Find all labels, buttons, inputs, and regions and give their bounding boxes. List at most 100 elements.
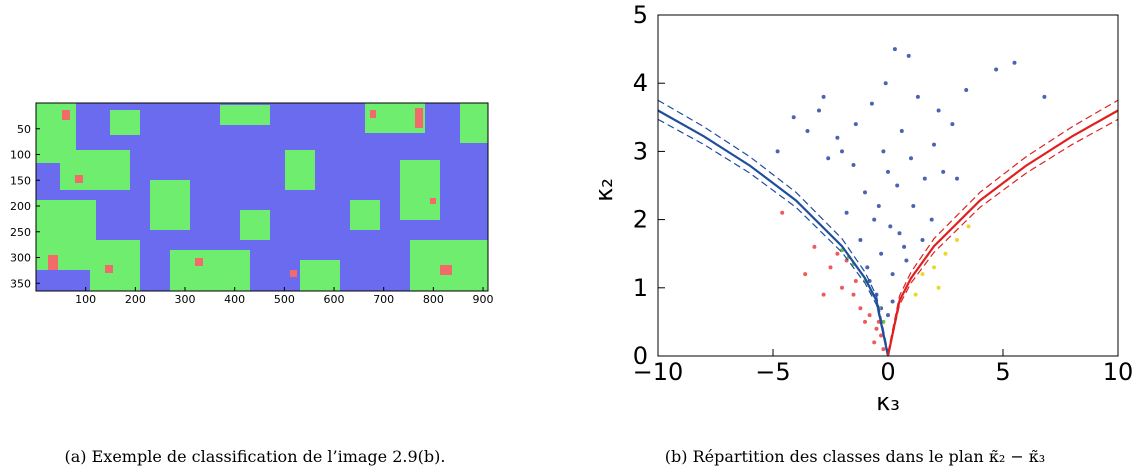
point	[913, 292, 918, 297]
classification-map	[35, 102, 489, 292]
point	[876, 203, 881, 208]
x-tick-label: 700	[373, 293, 394, 306]
point	[994, 67, 999, 72]
boundary-line	[887, 99, 1119, 353]
y-tick-label: 5	[633, 1, 648, 29]
point	[881, 347, 886, 352]
point	[872, 340, 877, 345]
x-tick-label: 300	[175, 293, 196, 306]
point	[828, 265, 833, 270]
x-tick-label: 500	[274, 293, 295, 306]
y-tick-label: 3	[633, 137, 648, 165]
y-tick-label: 100	[10, 149, 31, 162]
point	[835, 251, 840, 256]
plot-a: 100 200 300 400 500 600 700 800 900 50 100 150 200 25…	[10, 123, 494, 306]
point	[892, 47, 897, 52]
point	[821, 292, 826, 297]
x-tick-label: 0	[880, 358, 895, 386]
point	[858, 238, 863, 243]
point	[817, 108, 821, 113]
point	[932, 265, 936, 270]
point	[936, 108, 941, 113]
point	[955, 176, 959, 181]
x-tick-label: −10	[633, 358, 684, 386]
caption: (a) Exemple de classification de l’image…	[65, 447, 446, 466]
point	[936, 285, 941, 290]
x-tick-label: −5	[755, 358, 790, 386]
point	[964, 88, 969, 93]
point	[886, 313, 890, 318]
y-tick-label: 50	[17, 123, 31, 136]
boundary-line	[887, 118, 1119, 357]
point	[835, 135, 840, 140]
point	[881, 149, 886, 154]
point	[780, 210, 785, 215]
y-tick-label: 2	[633, 206, 648, 234]
point	[853, 278, 858, 283]
point	[879, 333, 884, 338]
map-class-red	[48, 108, 452, 277]
y-tick-label: 300	[10, 252, 31, 265]
boundary-line	[657, 99, 889, 353]
point	[897, 231, 902, 236]
point	[881, 319, 886, 324]
point	[920, 272, 925, 277]
y-tick-label: 150	[10, 174, 31, 187]
point	[915, 94, 920, 99]
point	[895, 183, 900, 188]
point	[840, 149, 844, 154]
point	[863, 319, 867, 324]
point	[883, 81, 888, 86]
point	[872, 217, 877, 222]
point	[886, 169, 890, 174]
x-axis-label: κ₃	[876, 388, 900, 416]
boundary-line	[886, 109, 1119, 357]
point	[932, 142, 936, 147]
point	[1012, 60, 1017, 65]
point	[909, 156, 913, 161]
point	[865, 265, 870, 270]
point	[888, 224, 893, 229]
point	[812, 244, 817, 249]
y-tick-label: 250	[10, 226, 31, 239]
point	[803, 272, 808, 277]
y-tick-label: 0	[633, 342, 648, 370]
boundary-line	[657, 118, 889, 357]
x-tick-label: 5	[995, 358, 1010, 386]
y-axis-label: κ₂	[590, 178, 618, 202]
point	[941, 169, 946, 174]
x-tick-label: 800	[423, 293, 444, 306]
point	[890, 299, 895, 304]
point	[869, 101, 874, 106]
x-tick-label: 400	[224, 293, 245, 306]
point	[821, 94, 826, 99]
point	[929, 217, 934, 222]
plot-b: −10 −5 0 5 10 0 1 2 3 4 5	[633, 1, 1134, 386]
point	[943, 251, 948, 256]
point	[805, 128, 810, 133]
boundary-line	[657, 109, 890, 357]
map-frame	[35, 102, 489, 292]
point	[867, 313, 872, 318]
point	[874, 326, 879, 331]
point	[826, 156, 831, 161]
point	[911, 203, 916, 208]
point	[902, 244, 907, 249]
y-tick-label: 4	[633, 69, 648, 97]
point	[966, 224, 971, 229]
point	[1042, 94, 1047, 99]
point	[920, 238, 925, 243]
point	[840, 285, 844, 290]
y-tick-label: 1	[633, 274, 648, 302]
point	[858, 306, 863, 311]
x-tick-label: 100	[75, 293, 96, 306]
x-tick-label: 600	[324, 293, 345, 306]
y-tick-label: 200	[10, 200, 31, 213]
point	[851, 163, 856, 168]
point	[844, 210, 849, 215]
point	[955, 238, 959, 243]
point	[863, 190, 867, 195]
y-tick-label: 350	[10, 277, 31, 290]
point	[906, 53, 911, 58]
